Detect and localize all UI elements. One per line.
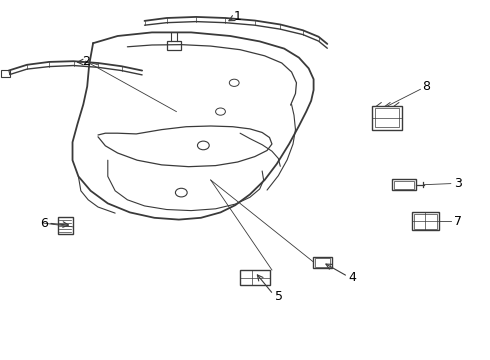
Text: 4: 4: [349, 271, 357, 284]
Text: 7: 7: [454, 215, 462, 228]
Text: 2: 2: [82, 55, 90, 68]
Text: 1: 1: [234, 10, 242, 23]
Text: 5: 5: [275, 291, 283, 303]
Text: 3: 3: [454, 177, 462, 190]
Text: 6: 6: [40, 217, 48, 230]
Text: 8: 8: [422, 80, 430, 93]
